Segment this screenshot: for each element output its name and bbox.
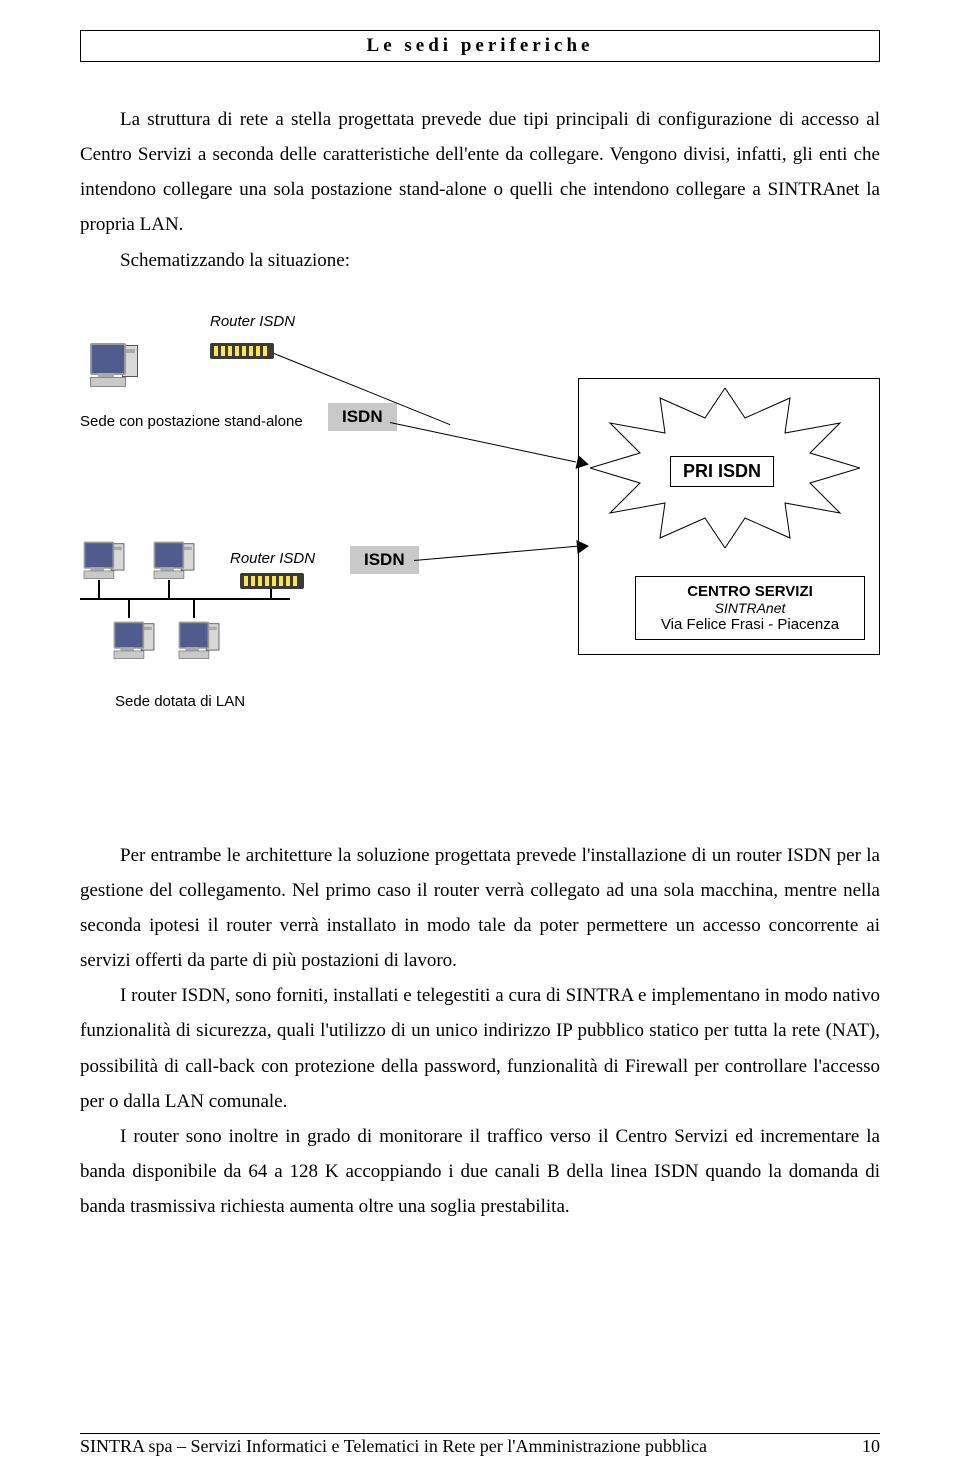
lan-bus-line — [80, 598, 290, 600]
lan-site-label: Sede dotata di LAN — [115, 693, 245, 710]
lan-drop — [193, 598, 195, 618]
centro-subtitle: SINTRAnet — [646, 600, 854, 616]
computer-icon — [179, 621, 220, 662]
intro-p1: La struttura di rete a stella progettata… — [80, 102, 880, 243]
arrow-icon — [576, 539, 589, 554]
body-p1: Per entrambe le architetture la soluzion… — [80, 838, 880, 979]
standalone-label: Sede con postazione stand-alone — [80, 413, 303, 430]
network-diagram: Router ISDN Sede con postazione stand-al… — [80, 298, 880, 798]
page-title: Le sedi periferiche — [80, 30, 880, 62]
lan-drop — [168, 580, 170, 598]
lan-drop — [98, 580, 100, 598]
lan-drop — [270, 588, 272, 598]
line — [390, 422, 576, 462]
router-icon — [240, 573, 304, 589]
intro-p2: Schematizzando la situazione: — [80, 243, 880, 278]
page: Le sedi periferiche La struttura di rete… — [0, 0, 960, 1477]
router-label-bottom: Router ISDN — [230, 550, 315, 567]
body-p2: I router ISDN, sono forniti, installati … — [80, 978, 880, 1119]
isdn-tag-2: ISDN — [350, 546, 419, 574]
pri-isdn-label: PRI ISDN — [670, 456, 774, 487]
page-number: 10 — [862, 1436, 880, 1457]
body-p3: I router sono inoltre in grado di monito… — [80, 1119, 880, 1224]
isdn-tag-1: ISDN — [328, 403, 397, 431]
centro-servizi-label: CENTRO SERVIZI SINTRAnet Via Felice Fras… — [635, 576, 865, 640]
body-text: Per entrambe le architetture la soluzion… — [80, 838, 880, 1225]
router-icon — [210, 343, 274, 359]
computer-icon — [90, 343, 138, 391]
intro-text: La struttura di rete a stella progettata… — [80, 102, 880, 278]
footer-text: SINTRA spa – Servizi Informatici e Telem… — [80, 1436, 707, 1457]
computer-icon — [154, 541, 195, 582]
centro-address: Via Felice Frasi - Piacenza — [646, 616, 854, 633]
computer-icon — [114, 621, 155, 662]
centro-title: CENTRO SERVIZI — [646, 583, 854, 600]
page-footer: SINTRA spa – Servizi Informatici e Telem… — [80, 1433, 880, 1457]
computer-icon — [84, 541, 125, 582]
line — [414, 545, 578, 560]
lan-drop — [128, 598, 130, 618]
router-label-top: Router ISDN — [210, 313, 295, 330]
